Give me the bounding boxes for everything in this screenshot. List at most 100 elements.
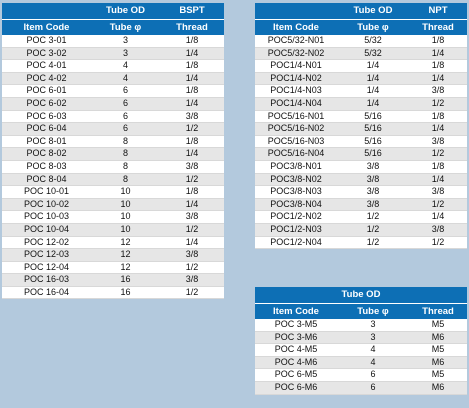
tube-od-header: Tube OD [353,5,393,16]
item-code-cell: POC3/8-N04 [270,198,322,209]
item-code-cell: POC 12-02 [23,236,70,247]
table-body: POC 3-01 3 1/8 POC 3-02 3 1/4 POC 4-01 4 1/8 POC … [2,35,224,300]
tube-cell: 4 [122,60,128,71]
table-row: POC 12-04 12 1/2 [2,262,224,275]
table-row: POC 6-M5 6 M5 [255,369,467,382]
tube-cell: 3/8 [366,198,380,209]
table-row: POC 12-03 12 3/8 [2,249,224,262]
table-row: POC1/4-N02 1/4 1/4 [255,72,467,86]
tube-cell: 12 [120,249,131,260]
item-code-cell: POC3/8-N01 [270,160,322,171]
thread-cell: 3/8 [185,160,199,171]
thread-type-header: NPT [428,5,448,16]
tube-cell: 6 [370,369,376,380]
thread-cell: 1/8 [431,160,445,171]
table-row: POC 6-01 6 1/8 [2,85,224,98]
thread-cell: 1/8 [185,135,199,146]
thread-cell: 1/4 [185,236,199,247]
tube-cell: 10 [120,223,131,234]
thread-cell: 3/8 [431,85,445,96]
table-row: POC5/16-N02 5/16 1/4 [255,123,467,136]
item-code-cell: POC5/32-N01 [267,35,325,45]
thread-type-header: BSPT [179,5,205,16]
tube-cell: 8 [122,135,128,146]
table-row: POC 6-M6 6 M6 [255,381,467,395]
item-code-cell: POC3/8-N02 [270,173,322,184]
item-code-cell: POC 4-M6 [274,356,318,367]
item-code-cell: POC3/8-N03 [270,186,322,197]
tube-cell: 3 [122,35,128,45]
tube-cell: 3/8 [366,173,380,184]
thread-header: Thread [176,22,208,33]
thread-cell: 1/8 [431,60,445,71]
tube-cell: 6 [122,123,128,134]
table-row: POC 3-01 3 1/8 [2,35,224,48]
thread-cell: 3/8 [431,223,445,234]
tube-cell: 12 [120,236,131,247]
table-row: POC 10-02 10 1/4 [2,198,224,212]
table-row: POC1/2-N04 1/2 1/2 [255,237,467,250]
thread-cell: 1/4 [431,47,445,58]
thread-cell: 1/4 [185,47,199,58]
table-row: POC5/16-N01 5/16 1/8 [255,111,467,124]
table-body: POC5/32-N01 5/32 1/8 POC5/32-N02 5/32 1/4 POC1… [255,35,467,250]
tube-cell: 1/2 [366,223,380,234]
tube-cell: 8 [122,173,128,184]
tube-cell: 5/16 [364,110,382,121]
item-code-cell: POC 12-04 [23,261,70,272]
tube-cell: 16 [120,274,131,285]
table-row: POC 12-02 12 1/4 [2,237,224,250]
thread-cell: 1/8 [431,35,445,45]
item-code-header: Item Code [273,306,319,317]
tube-cell: 3/8 [366,186,380,197]
table-row: POC3/8-N04 3/8 1/2 [255,198,467,212]
item-code-cell: POC1/4-N03 [270,85,322,96]
table-row: POC 4-02 4 1/4 [2,72,224,86]
item-code-cell: POC5/16-N02 [267,123,325,134]
item-code-cell: POC 3-01 [26,35,67,45]
thread-cell: 1/2 [185,173,199,184]
table-row: POC3/8-N01 3/8 1/8 [255,161,467,174]
thread-cell: M5 [431,319,445,329]
thread-header: Thread [422,22,454,33]
table-row: POC 6-04 6 1/2 [2,123,224,136]
tube-cell: 10 [120,211,131,222]
table-row: POC 3-02 3 1/4 [2,47,224,61]
tube-cell: 6 [122,85,128,96]
thread-cell: 1/8 [431,110,445,121]
thread-cell: 1/8 [185,85,199,96]
tube-cell: 1/4 [366,85,380,96]
table-row: POC 6-02 6 1/4 [2,97,224,111]
table-row: POC 10-01 10 1/8 [2,186,224,199]
thread-cell: 1/4 [185,148,199,159]
table-row: POC5/16-N03 5/16 3/8 [255,136,467,149]
group-header: Tube OD [255,287,467,303]
item-code-cell: POC 3-M5 [274,319,318,329]
table-row: POC 4-01 4 1/8 [2,60,224,73]
table-body: POC 3-M5 3 M5 POC 3-M6 3 M6 POC 4-M5 4 M5 POC 4-M… [255,319,467,395]
tube-cell: 1/4 [366,60,380,71]
item-code-cell: POC5/16-N01 [267,110,325,121]
item-code-cell: POC 4-02 [26,72,67,83]
table-row: POC5/32-N01 5/32 1/8 [255,35,467,48]
item-code-cell: POC 8-02 [26,148,67,159]
thread-cell: 3/8 [185,211,199,222]
tube-cell: 5/16 [364,123,382,134]
column-header: Item Code Tube φ Thread [255,19,467,35]
item-code-cell: POC 6-03 [26,110,67,121]
table-row: POC 10-04 10 1/2 [2,223,224,237]
thread-cell: 1/2 [431,198,445,209]
table-row: POC1/4-N01 1/4 1/8 [255,60,467,73]
tube-od-header: Tube OD [106,5,145,16]
item-code-cell: POC1/4-N02 [270,72,322,83]
tube-cell: 10 [120,186,131,197]
tube-od-header: Tube OD [341,289,381,300]
thread-cell: 1/2 [431,148,445,159]
tube-header: Tube φ [357,22,389,33]
table-row: POC 10-03 10 3/8 [2,211,224,224]
thread-cell: 3/8 [185,249,199,260]
thread-cell: 1/2 [431,97,445,108]
tube-cell: 16 [120,286,131,297]
item-code-cell: POC 8-03 [26,160,67,171]
item-code-cell: POC1/4-N01 [270,60,322,71]
